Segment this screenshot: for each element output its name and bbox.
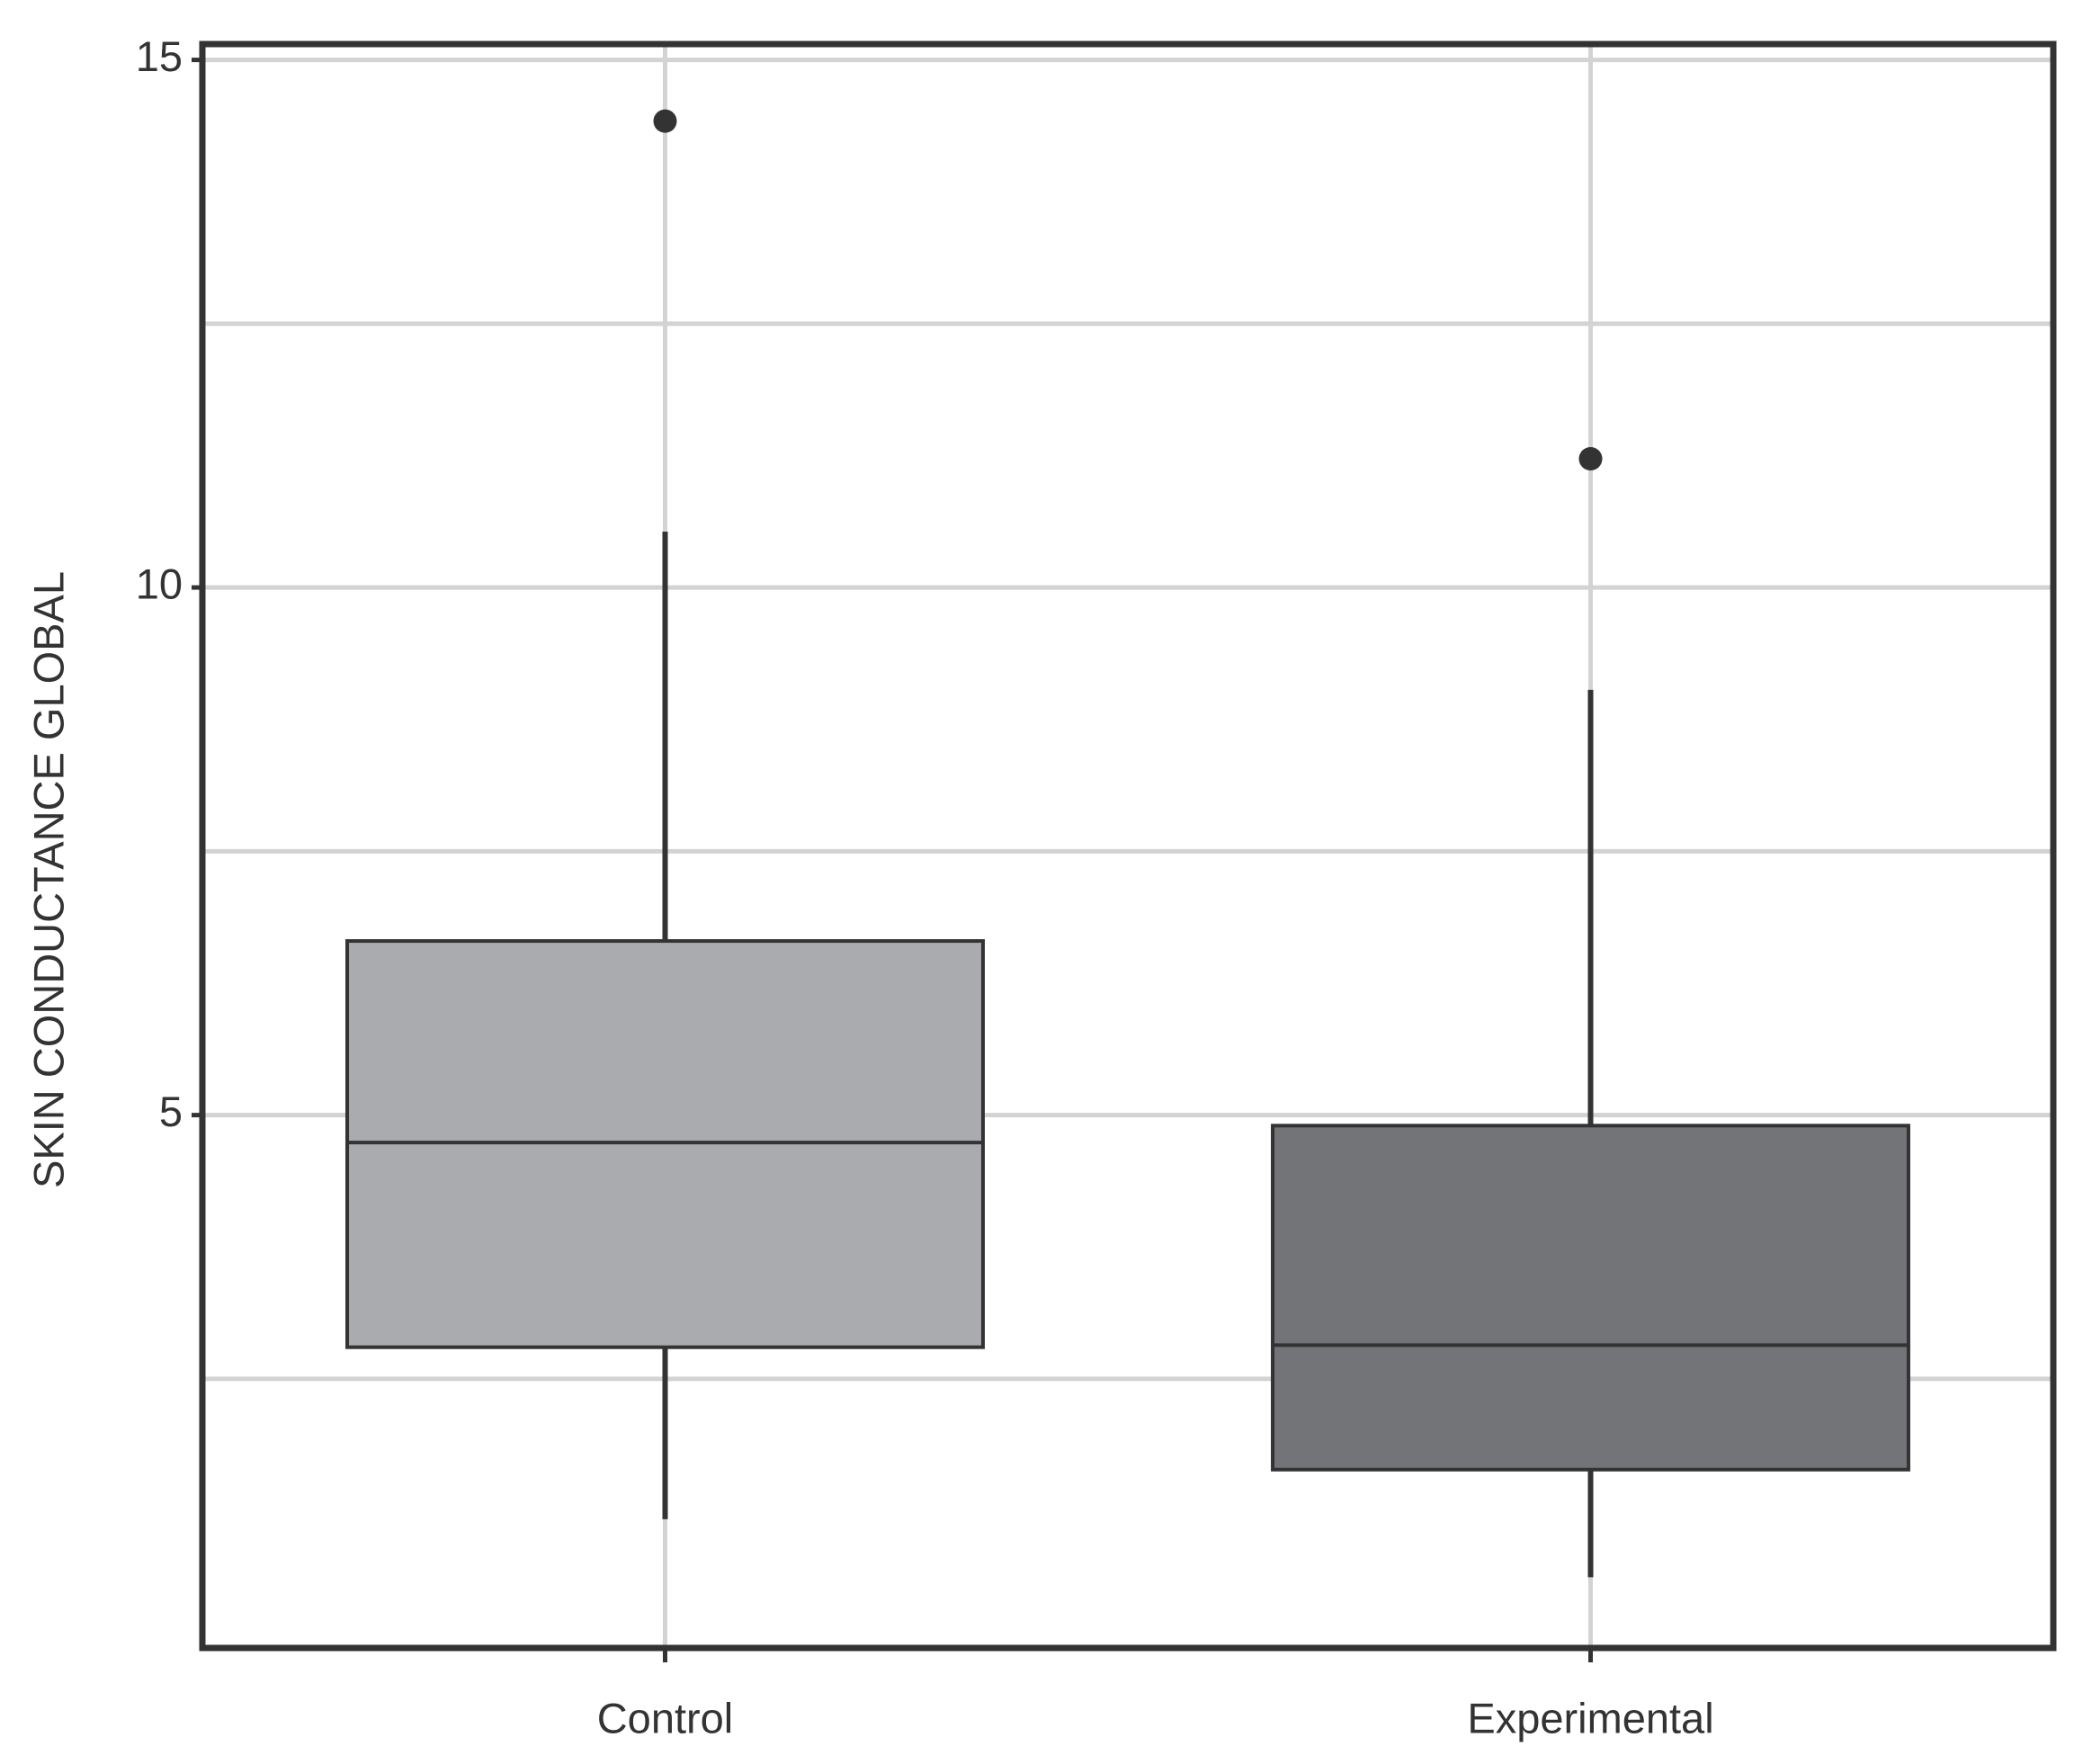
y-tick-label: 15 [136,32,183,80]
plot-frame [199,40,2057,1652]
outlier [1578,446,1603,470]
box [1271,1124,1910,1472]
x-tick-label: Control [597,1694,734,1742]
x-tick-label: Experimental [1467,1694,1713,1742]
y-axis-label: SKIN CONDUCTANCE GLOBAL [24,571,72,1188]
y-tick-label: 10 [136,560,183,608]
y-tick-label: 5 [159,1088,183,1135]
outlier [653,109,677,133]
